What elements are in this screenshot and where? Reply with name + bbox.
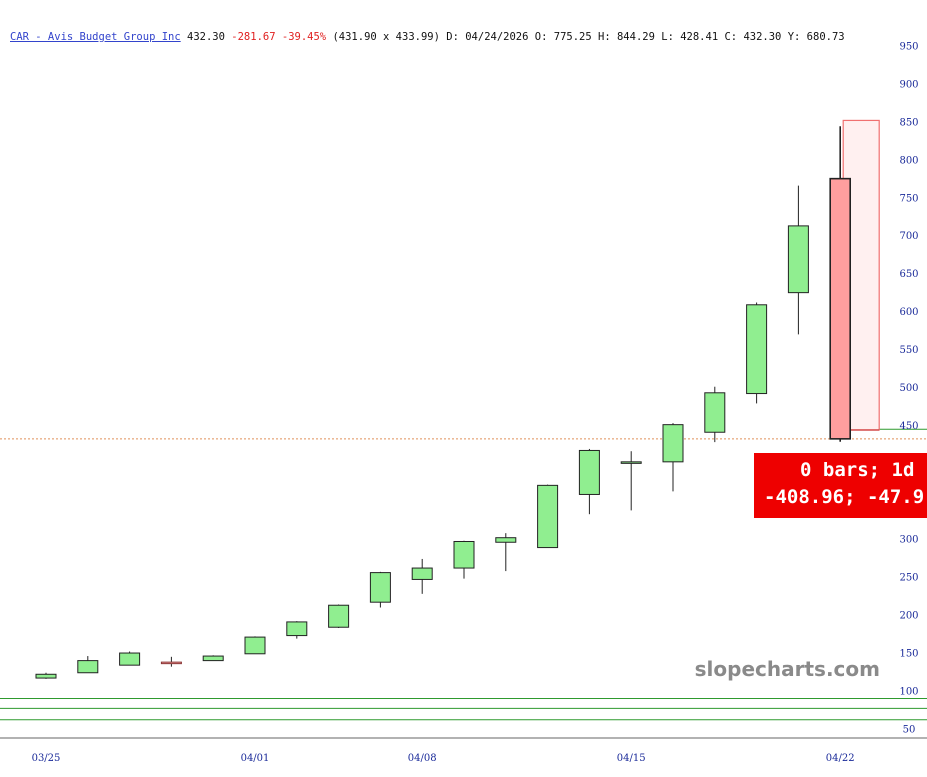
candle xyxy=(160,656,182,667)
x-tick-label: 04/15 xyxy=(617,753,646,764)
candle xyxy=(77,656,99,674)
candle-body xyxy=(369,572,391,603)
candle xyxy=(495,533,517,572)
y-tick-label: 450 xyxy=(899,421,918,432)
candle-body xyxy=(662,424,684,463)
y-tick-label: 300 xyxy=(899,535,918,546)
y-axis: 5010015020025030035040045050055060065070… xyxy=(899,42,918,736)
bid-ask: (431.90 x 433.99) xyxy=(332,31,440,43)
candle xyxy=(369,571,391,608)
quote-header: CAR - Avis Budget Group Inc 432.30 -281.… xyxy=(10,31,845,43)
y-tick-label: 250 xyxy=(899,573,918,584)
y-tick-label: 150 xyxy=(899,649,918,660)
candle xyxy=(829,126,852,442)
price-change-percent: -39.45% xyxy=(281,31,327,43)
candle xyxy=(704,386,726,443)
candle-body xyxy=(202,655,224,662)
bar-high: H: 844.29 xyxy=(598,31,655,43)
candle-body xyxy=(537,484,559,549)
x-tick-label: 04/22 xyxy=(826,753,855,764)
y-tick-label: 50 xyxy=(903,724,916,735)
watermark: slopecharts.com xyxy=(695,657,880,681)
symbol-link[interactable]: CAR - Avis Budget Group Inc xyxy=(10,31,181,43)
candle-body xyxy=(495,537,517,543)
candle xyxy=(286,621,308,639)
x-tick-label: 03/25 xyxy=(32,753,61,764)
candle-body xyxy=(829,177,852,440)
measure-change: -408.96; -47.9 xyxy=(764,486,925,508)
candle xyxy=(328,604,350,628)
bar-date: D: 04/24/2026 xyxy=(446,31,529,43)
bar-low: L: 428.41 xyxy=(661,31,719,43)
y-tick-label: 850 xyxy=(899,117,918,128)
price-change: -281.67 xyxy=(231,31,276,43)
y-tick-label: 650 xyxy=(899,269,918,280)
candle-body xyxy=(77,660,99,674)
candle xyxy=(453,540,475,579)
candle-body xyxy=(244,636,266,655)
candle xyxy=(787,185,809,335)
y-tick-label: 100 xyxy=(899,686,918,697)
candle xyxy=(662,423,684,492)
y-tick-label: 200 xyxy=(899,611,918,622)
y-tick-label: 550 xyxy=(899,345,918,356)
y-tick-label: 800 xyxy=(899,155,918,166)
candle xyxy=(119,651,141,666)
bar-close: C: 432.30 xyxy=(724,31,782,43)
measure-info-box: 0 bars; 1d -408.96; -47.9 xyxy=(754,453,927,518)
x-axis: 03/25 04/01 04/08 04/15 04/22 xyxy=(32,753,855,764)
candle xyxy=(620,451,642,511)
candle xyxy=(746,302,768,404)
y-tick-label: 500 xyxy=(899,383,918,394)
last-price: 432.30 xyxy=(187,31,225,43)
bar-open: O: 775.25 xyxy=(534,31,592,43)
candle-body xyxy=(453,540,475,569)
candle-body xyxy=(746,304,768,395)
candle xyxy=(537,484,559,549)
y-tick-label: 600 xyxy=(899,307,918,318)
candle-body xyxy=(578,449,600,495)
candle xyxy=(35,672,57,679)
candle-body xyxy=(787,225,809,294)
candles xyxy=(35,126,852,679)
candle-body xyxy=(411,567,433,580)
x-tick-label: 04/08 xyxy=(408,753,437,764)
candle-body xyxy=(704,392,726,433)
candle-body xyxy=(620,461,642,464)
y-tick-label: 750 xyxy=(899,193,918,204)
measure-bars: 0 bars; 1d xyxy=(800,459,915,481)
x-tick-label: 04/01 xyxy=(241,753,270,764)
y-tick-label: 950 xyxy=(899,42,918,53)
candle-body xyxy=(286,621,308,637)
candle xyxy=(411,558,433,594)
candle-body xyxy=(328,604,350,628)
candle xyxy=(202,655,224,662)
candle-body xyxy=(160,661,182,665)
prev-close: Y: 680.73 xyxy=(787,31,845,43)
candle-body xyxy=(35,673,57,679)
candle xyxy=(578,448,600,515)
candle xyxy=(244,636,266,655)
y-tick-label: 900 xyxy=(899,80,918,91)
candle-body xyxy=(119,652,141,666)
y-tick-label: 700 xyxy=(899,231,918,242)
